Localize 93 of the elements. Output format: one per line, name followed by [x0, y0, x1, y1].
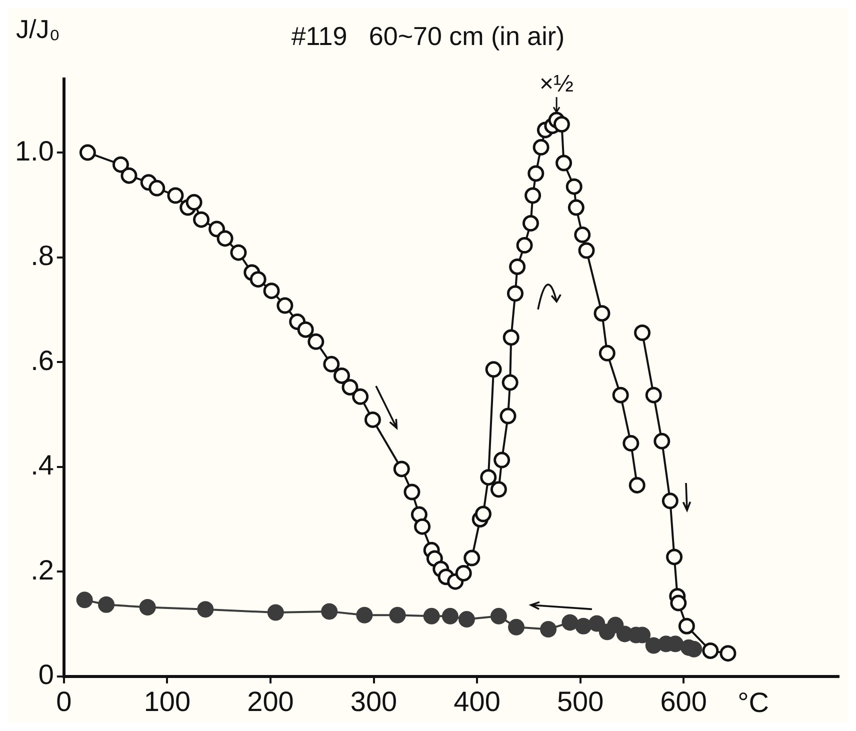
point: [509, 258, 526, 275]
point: [553, 116, 570, 132]
point: [502, 374, 518, 391]
point: [389, 606, 406, 624]
point: [458, 611, 475, 628]
x-tick-label: 300: [350, 686, 398, 717]
point: [607, 616, 624, 634]
point: [574, 226, 591, 244]
x-tick-label: 600: [660, 686, 707, 717]
point: [423, 608, 440, 624]
point: [414, 518, 431, 535]
point: [393, 460, 410, 478]
point: [516, 237, 533, 254]
point: [508, 618, 525, 636]
point: [139, 599, 156, 616]
point: [654, 432, 670, 450]
y-tick-label: 1.0: [14, 135, 54, 166]
point: [455, 564, 472, 582]
point: [720, 645, 736, 662]
point: [662, 492, 678, 510]
point: [442, 608, 458, 624]
point: [494, 452, 510, 468]
point: [356, 606, 373, 624]
point: [364, 411, 381, 428]
point: [528, 165, 544, 182]
point: [120, 167, 138, 184]
point: [193, 211, 210, 228]
point: [500, 408, 516, 424]
point: [490, 608, 507, 624]
point: [263, 282, 280, 300]
point: [333, 367, 350, 384]
x-axis-title: °C: [738, 687, 770, 718]
point: [678, 618, 695, 634]
point: [702, 642, 719, 659]
point: [98, 596, 115, 613]
point: [628, 476, 646, 494]
point: [532, 139, 550, 156]
y-tick-label: .8: [30, 240, 54, 272]
x-tick-label: 500: [556, 686, 604, 717]
point: [464, 550, 480, 566]
point: [267, 604, 284, 621]
point: [186, 194, 202, 211]
chart-title: #119 60~70 cm (in air): [291, 20, 565, 51]
point: [79, 144, 96, 161]
point: [112, 156, 129, 173]
point: [670, 594, 687, 612]
point: [506, 285, 524, 302]
point: [76, 592, 93, 608]
x-tick-label: 100: [144, 686, 191, 717]
point: [216, 230, 234, 247]
point: [297, 321, 314, 338]
point: [230, 244, 247, 261]
point: [566, 178, 582, 195]
point: [197, 601, 214, 618]
point: [474, 506, 492, 522]
point: [540, 621, 557, 638]
point: [612, 386, 629, 404]
x-tick-label: 400: [454, 686, 500, 717]
point: [250, 271, 266, 288]
point: [323, 356, 340, 372]
point: [276, 297, 294, 314]
point: [480, 469, 497, 486]
point: [568, 199, 584, 216]
point: [578, 242, 595, 259]
point: [308, 333, 324, 350]
point: [562, 614, 578, 631]
point: [321, 603, 338, 620]
y-tick-label: .6: [30, 344, 54, 376]
point: [594, 305, 610, 322]
point: [522, 215, 539, 232]
y-tick-label: 0: [38, 659, 54, 690]
point: [167, 187, 184, 204]
point: [490, 481, 507, 498]
point: [598, 344, 616, 362]
point: [404, 484, 420, 500]
point: [524, 187, 542, 204]
y-tick-label: .2: [30, 554, 54, 586]
point: [352, 388, 369, 405]
point: [588, 615, 606, 632]
x-tick-label: 200: [247, 686, 294, 717]
point: [342, 378, 358, 396]
point: [645, 386, 662, 404]
point: [485, 361, 502, 378]
point: [666, 548, 683, 566]
annotation: ×½: [540, 70, 574, 98]
point: [622, 435, 640, 452]
point: [556, 154, 572, 172]
y-tick-label: .4: [30, 450, 54, 481]
y-axis-title: J/J₀: [16, 14, 60, 44]
point: [148, 180, 166, 196]
point: [634, 324, 651, 341]
point: [502, 329, 520, 346]
point: [575, 618, 592, 634]
